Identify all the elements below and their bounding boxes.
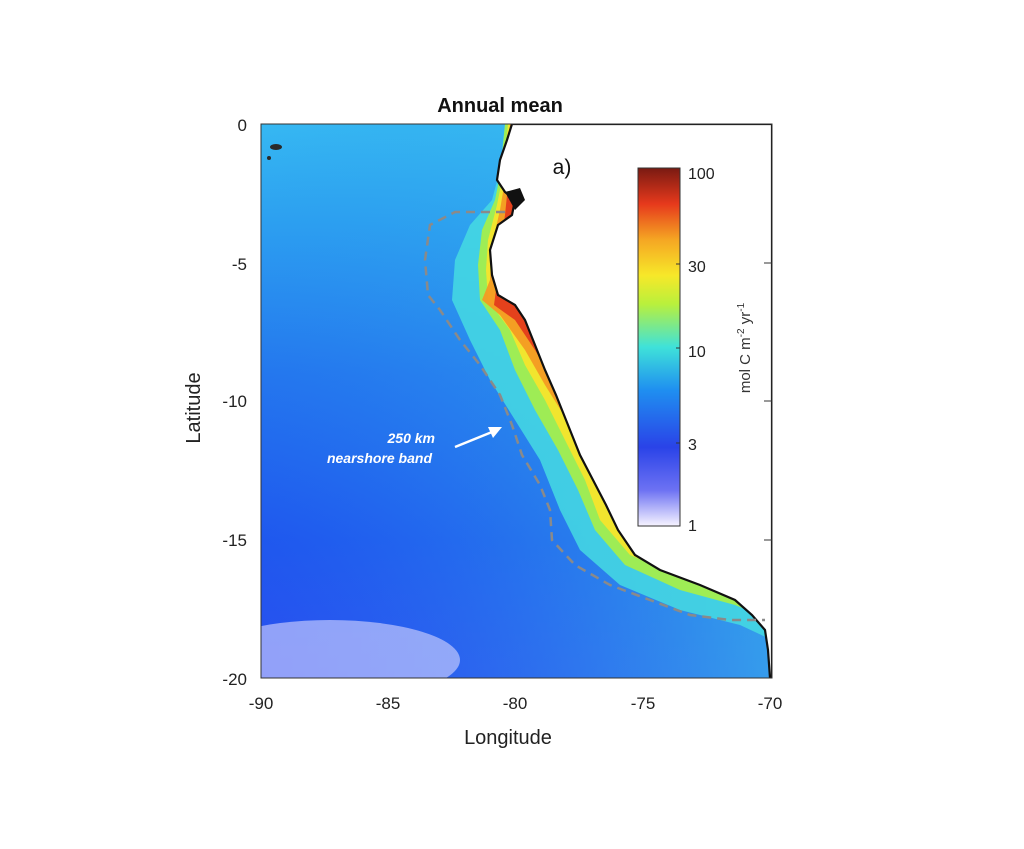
x-tick-label: -90 — [249, 694, 274, 713]
colorbar: 100 30 10 3 1 mol C m-2 yr-1 — [637, 166, 754, 535]
colorbar-tick-label: 3 — [688, 437, 697, 454]
map-plot-area — [261, 124, 772, 678]
x-axis-label: Longitude — [464, 727, 552, 749]
annotation-arrow-head — [488, 427, 502, 438]
y-tick-label: -15 — [222, 531, 247, 550]
y-tick-label: -10 — [222, 392, 247, 411]
annotation-arrow-shaft — [454, 430, 493, 449]
colorbar-tick-label: 30 — [688, 259, 706, 276]
y-tick-label: -20 — [222, 670, 247, 689]
x-tick-label: -80 — [503, 694, 528, 713]
x-tick-label: -70 — [758, 694, 783, 713]
galapagos-island — [270, 144, 282, 150]
colorbar-tick-label: 1 — [688, 518, 697, 535]
annotation-line-2: nearshore band — [327, 450, 432, 466]
x-tick-label: -75 — [631, 694, 656, 713]
y-tick-label: -5 — [232, 255, 247, 274]
chart-title: Annual mean — [437, 95, 563, 117]
right-axis-ticks — [764, 123, 772, 541]
colorbar-scale — [637, 167, 681, 527]
annotation-line-1: 250 km — [387, 430, 435, 446]
x-axis: -90 -85 -80 -75 -70 — [249, 694, 783, 713]
nearshore-band-line — [423, 210, 765, 622]
y-axis-label: Latitude — [183, 372, 205, 443]
colorbar-tick-label: 100 — [688, 166, 715, 183]
colorbar-tick-label: 10 — [688, 344, 706, 361]
pale-low-productivity-region — [261, 620, 460, 678]
y-tick-label: 0 — [238, 116, 247, 135]
nearshore-band-annotation: 250 km nearshore band — [327, 427, 502, 466]
y-axis: 0 -5 -10 -15 -20 — [222, 116, 247, 689]
colorbar-units-label: mol C m-2 yr-1 — [736, 302, 754, 393]
gulf-guayaquil-coast — [505, 188, 525, 210]
panel-label: a) — [553, 156, 572, 179]
x-tick-label: -85 — [376, 694, 401, 713]
galapagos-island-small — [267, 156, 271, 160]
